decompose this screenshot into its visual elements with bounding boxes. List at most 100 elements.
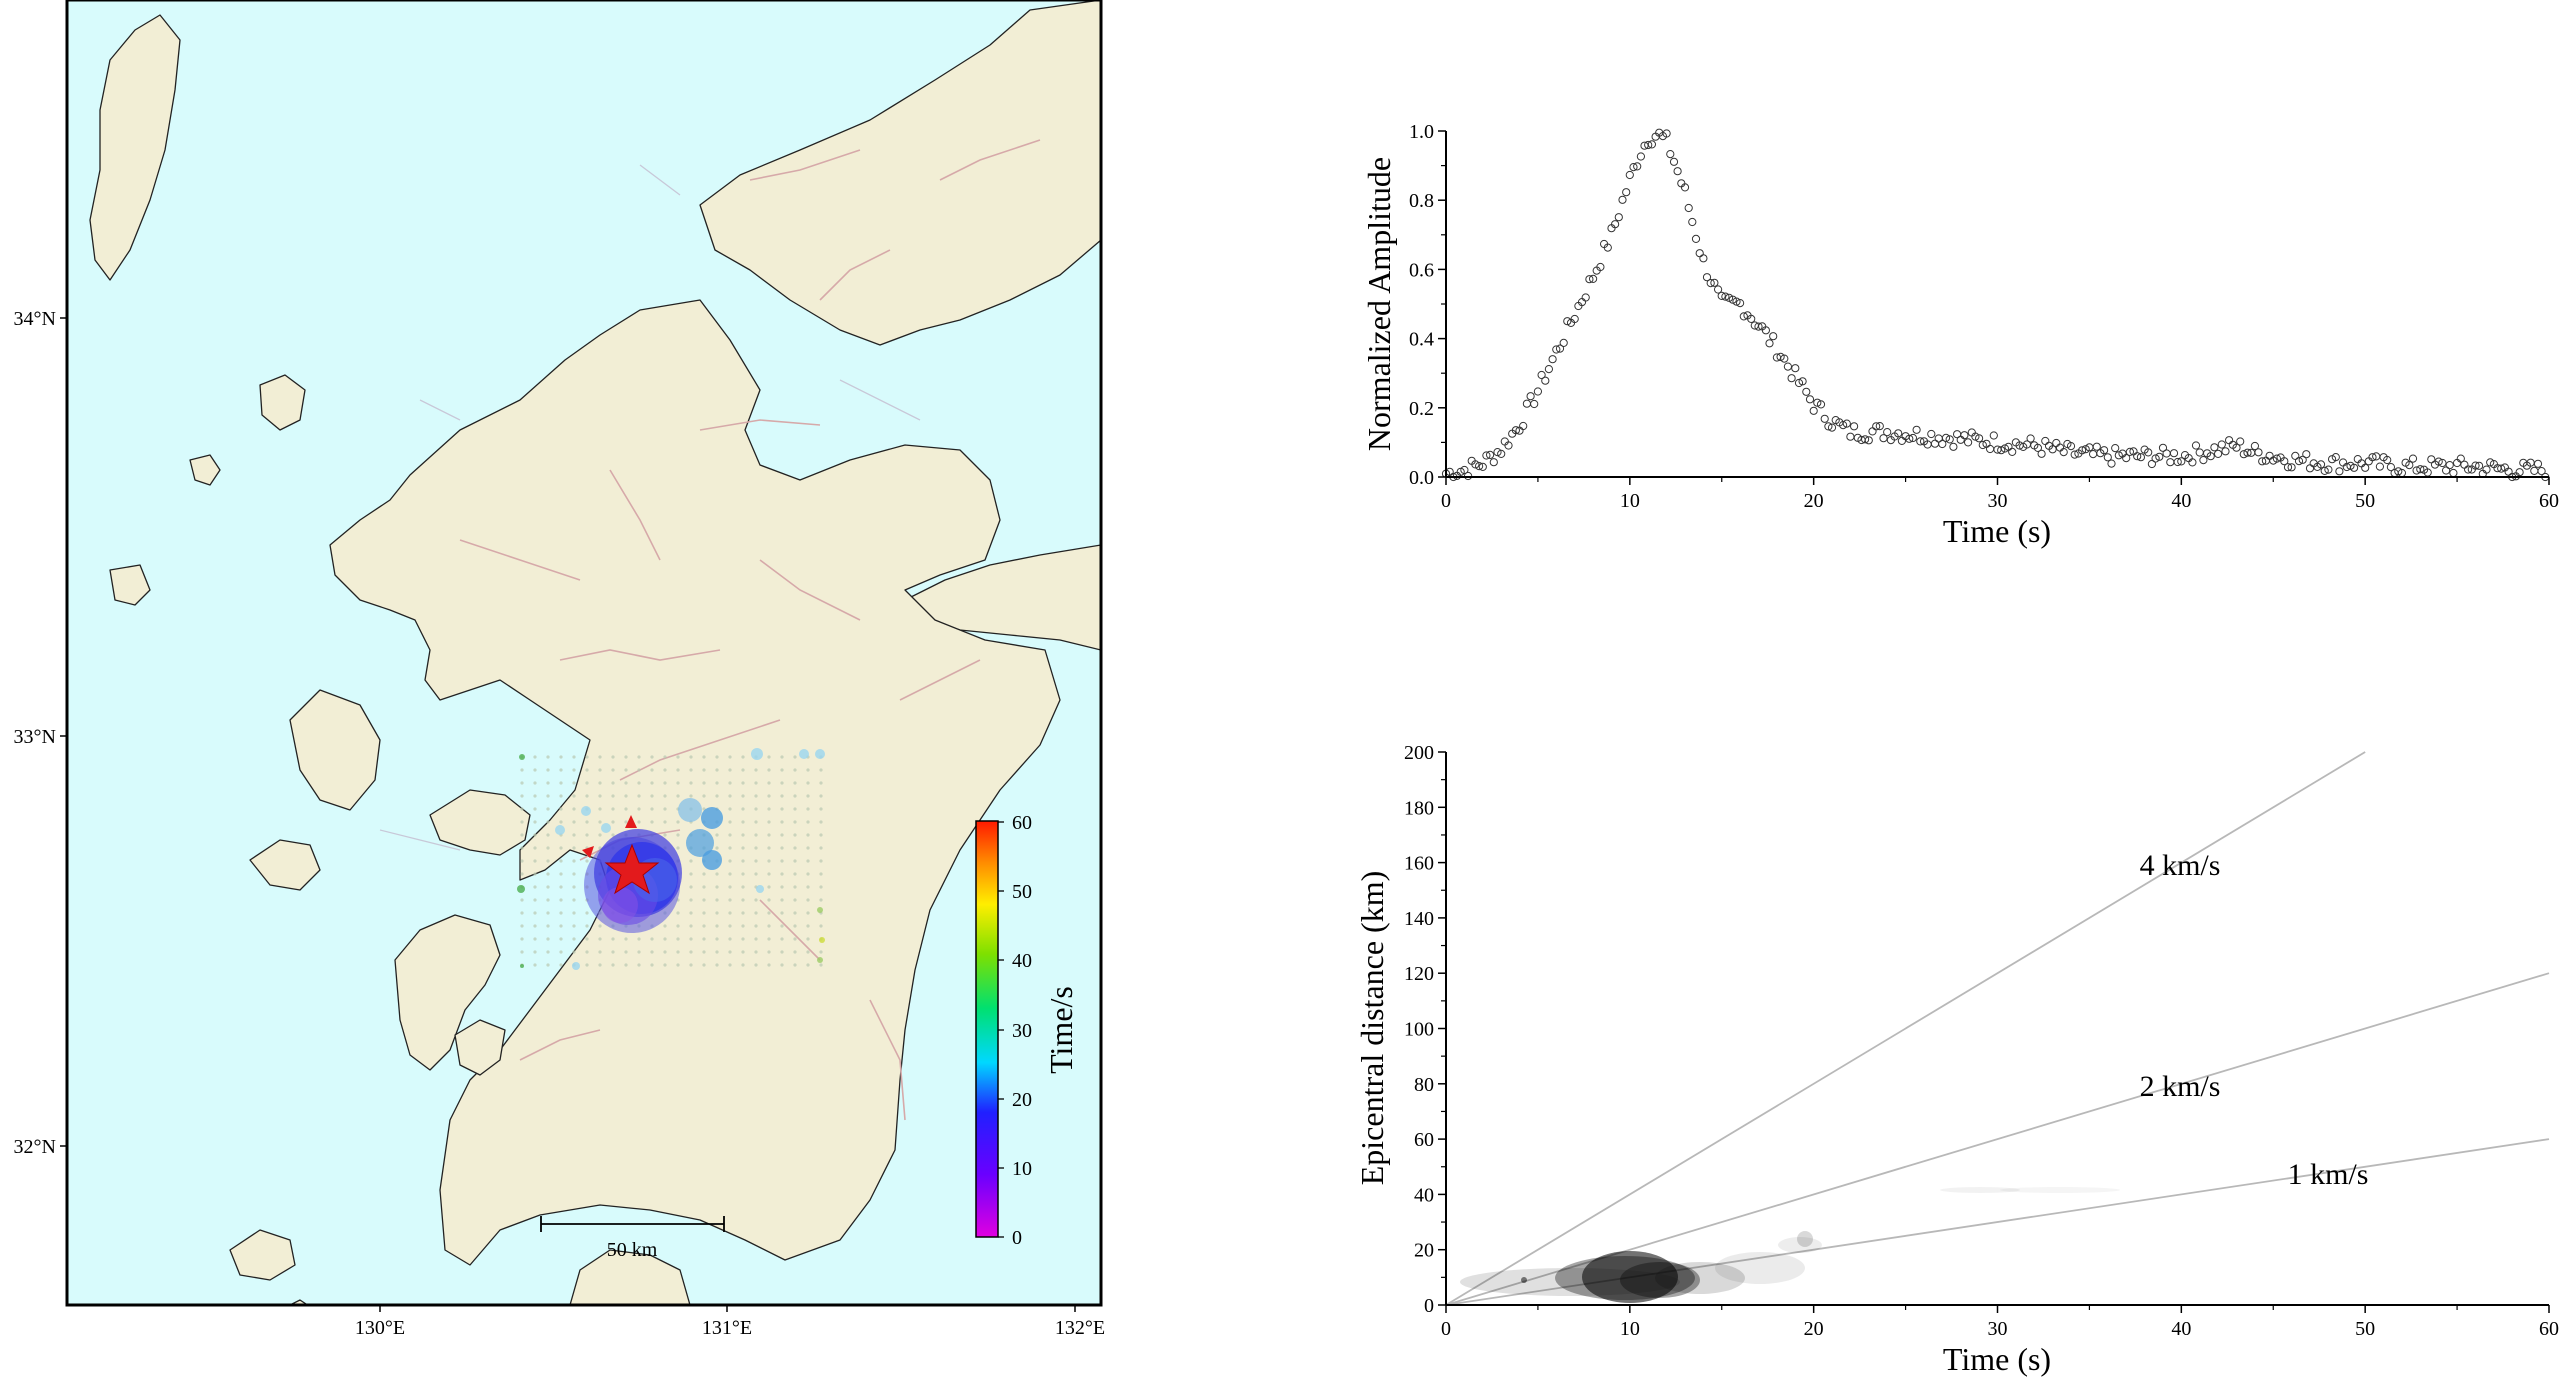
- grid-station: [676, 755, 680, 759]
- amplitude-point: [1769, 332, 1778, 341]
- amplitude-point: [1596, 262, 1605, 272]
- grid-station: [793, 807, 797, 811]
- grid-station: [806, 846, 810, 850]
- grid-station: [806, 781, 810, 785]
- amplitude-point: [2217, 440, 2226, 449]
- grid-station: [572, 859, 576, 863]
- grid-station: [819, 794, 823, 798]
- amplitude-point: [2199, 456, 2208, 465]
- amplitude-point: [2100, 446, 2109, 455]
- amplitude-point: [2280, 457, 2289, 466]
- grid-station: [806, 937, 810, 941]
- amplitude-point: [2177, 457, 2186, 466]
- grid-station: [663, 937, 667, 941]
- colorbar: [975, 820, 999, 1238]
- grid-station: [767, 924, 771, 928]
- grid-station: [689, 885, 693, 889]
- grid-station: [533, 755, 537, 759]
- grid-station: [780, 781, 784, 785]
- amplitude-point: [2122, 454, 2131, 463]
- grid-station: [598, 820, 602, 824]
- amplitude-point: [2254, 448, 2263, 457]
- grid-station: [663, 794, 667, 798]
- grid-station: [624, 755, 628, 759]
- grid-station: [780, 768, 784, 772]
- amplitude-point: [1680, 183, 1690, 192]
- amplitude-point: [2475, 461, 2484, 470]
- amplitude-point: [2089, 450, 2098, 459]
- amplitude-point: [1662, 129, 1671, 138]
- amplitude-point: [2055, 443, 2065, 452]
- amplitude-point: [1864, 436, 1873, 445]
- amplitude-y-tick-label: 0.6: [1409, 259, 1434, 281]
- grid-station: [715, 911, 719, 915]
- grid-station: [585, 820, 589, 824]
- amplitude-point: [2070, 450, 2079, 459]
- grid-station: [689, 872, 693, 876]
- amplitude-y-tick-label: 0.2: [1409, 398, 1434, 420]
- grid-station: [702, 898, 706, 902]
- grid-station: [728, 872, 732, 876]
- grid-station: [650, 794, 654, 798]
- grid-station: [793, 833, 797, 837]
- lon-label: 131°E: [702, 1317, 752, 1339]
- amplitude-point: [2438, 458, 2447, 468]
- colorbar-ticks: [998, 821, 1004, 1238]
- distance-y-tick-label: 120: [1404, 963, 1434, 985]
- grid-station: [689, 755, 693, 759]
- amplitude-point: [2537, 467, 2546, 476]
- grid-station: [715, 846, 719, 850]
- grid-station: [572, 872, 576, 876]
- amplitude-points: [1441, 128, 2550, 482]
- amplitude-point: [2214, 449, 2223, 458]
- amplitude-point: [2533, 459, 2543, 468]
- amplitude-point: [1798, 377, 1807, 386]
- grid-station: [767, 872, 771, 876]
- amplitude-point: [1956, 435, 1965, 444]
- grid-station: [689, 768, 693, 772]
- grid-station: [741, 794, 745, 798]
- grid-station: [520, 924, 524, 928]
- amplitude-point: [1916, 437, 1925, 446]
- amplitude-point: [2155, 452, 2164, 461]
- amplitude-point: [2416, 465, 2425, 474]
- grid-station: [533, 885, 537, 889]
- amplitude-point: [2405, 461, 2414, 470]
- grid-station: [715, 794, 719, 798]
- distance-x-tick-label: 10: [1620, 1318, 1640, 1340]
- grid-station: [767, 781, 771, 785]
- distance-x-axis-label: Time (s): [1943, 1341, 2051, 1377]
- grid-station: [572, 924, 576, 928]
- grid-station: [767, 794, 771, 798]
- amplitude-point: [2386, 463, 2395, 472]
- distance-x-tick-label: 50: [2355, 1318, 2375, 1340]
- line-label-1kms: 1 km/s: [2288, 1158, 2369, 1191]
- grid-station: [793, 950, 797, 954]
- grid-station: [572, 833, 576, 837]
- amplitude-point: [2456, 454, 2465, 463]
- amplitude-point: [1611, 220, 1620, 229]
- grid-station: [754, 846, 758, 850]
- amplitude-point: [2066, 442, 2076, 451]
- grid-station: [559, 885, 563, 889]
- grid-station: [754, 781, 758, 785]
- colorbar-tick-label: 30: [1012, 1020, 1032, 1042]
- grid-station: [533, 950, 537, 954]
- grid-station: [715, 898, 719, 902]
- grid-station: [806, 859, 810, 863]
- amplitude-point: [2173, 457, 2182, 467]
- distance-y-tick-label: 160: [1404, 853, 1434, 875]
- amplitude-point: [1603, 243, 1612, 252]
- grid-station: [572, 846, 576, 850]
- grid-station: [806, 898, 810, 902]
- line-label-4kms: 4 km/s: [2140, 849, 2221, 882]
- grid-station: [754, 911, 758, 915]
- grid-station: [767, 950, 771, 954]
- map-land: [89, 0, 1101, 1305]
- amplitude-point: [1688, 217, 1697, 227]
- amplitude-point: [2059, 448, 2068, 457]
- grid-station: [533, 872, 537, 876]
- amplitude-point: [2294, 457, 2304, 466]
- amplitude-x-tick-label: 40: [2171, 490, 2191, 512]
- amplitude-point: [2460, 460, 2469, 469]
